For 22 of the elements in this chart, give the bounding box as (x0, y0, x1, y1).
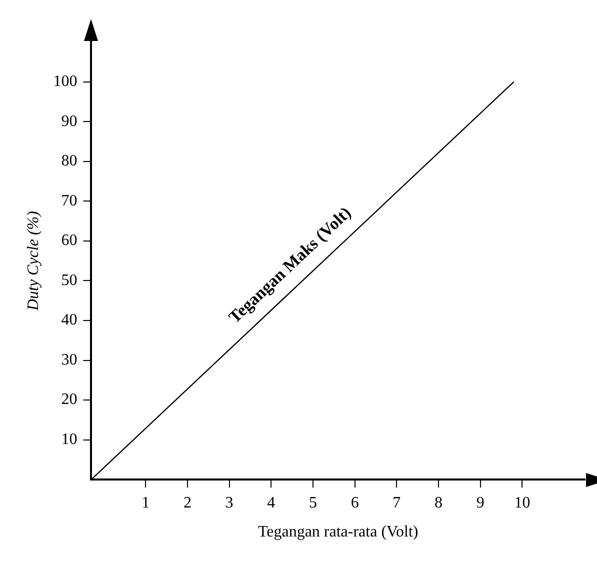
x-tick-label: 8 (434, 494, 443, 512)
x-tick-label: 1 (142, 494, 150, 512)
x-tick-label: 3 (225, 494, 234, 512)
y-axis-title: Duty Cycle (%) (24, 211, 42, 312)
y-tick-label: 50 (61, 272, 78, 289)
y-tick-label: 60 (61, 232, 78, 250)
y-tick-label: 40 (61, 312, 78, 329)
y-tick-label: 20 (61, 391, 78, 408)
x-tick-label: 5 (308, 494, 317, 512)
x-tick-label: 9 (476, 494, 484, 512)
x-tick-label: 2 (183, 494, 192, 512)
y-tick-label: 30 (61, 351, 78, 368)
y-tick-label: 100 (53, 72, 78, 90)
y-tick-label: 10 (61, 431, 78, 448)
x-tick-label: 10 (514, 494, 530, 512)
x-axis-title: Tegangan rata-rata (Volt) (258, 524, 418, 541)
y-tick-label: 80 (61, 152, 78, 170)
x-tick-label: 4 (267, 494, 276, 512)
y-tick-label: 70 (61, 192, 78, 210)
y-tick-label: 90 (61, 112, 78, 130)
x-tick-label: 7 (392, 494, 401, 512)
x-tick-label: 6 (350, 494, 359, 512)
